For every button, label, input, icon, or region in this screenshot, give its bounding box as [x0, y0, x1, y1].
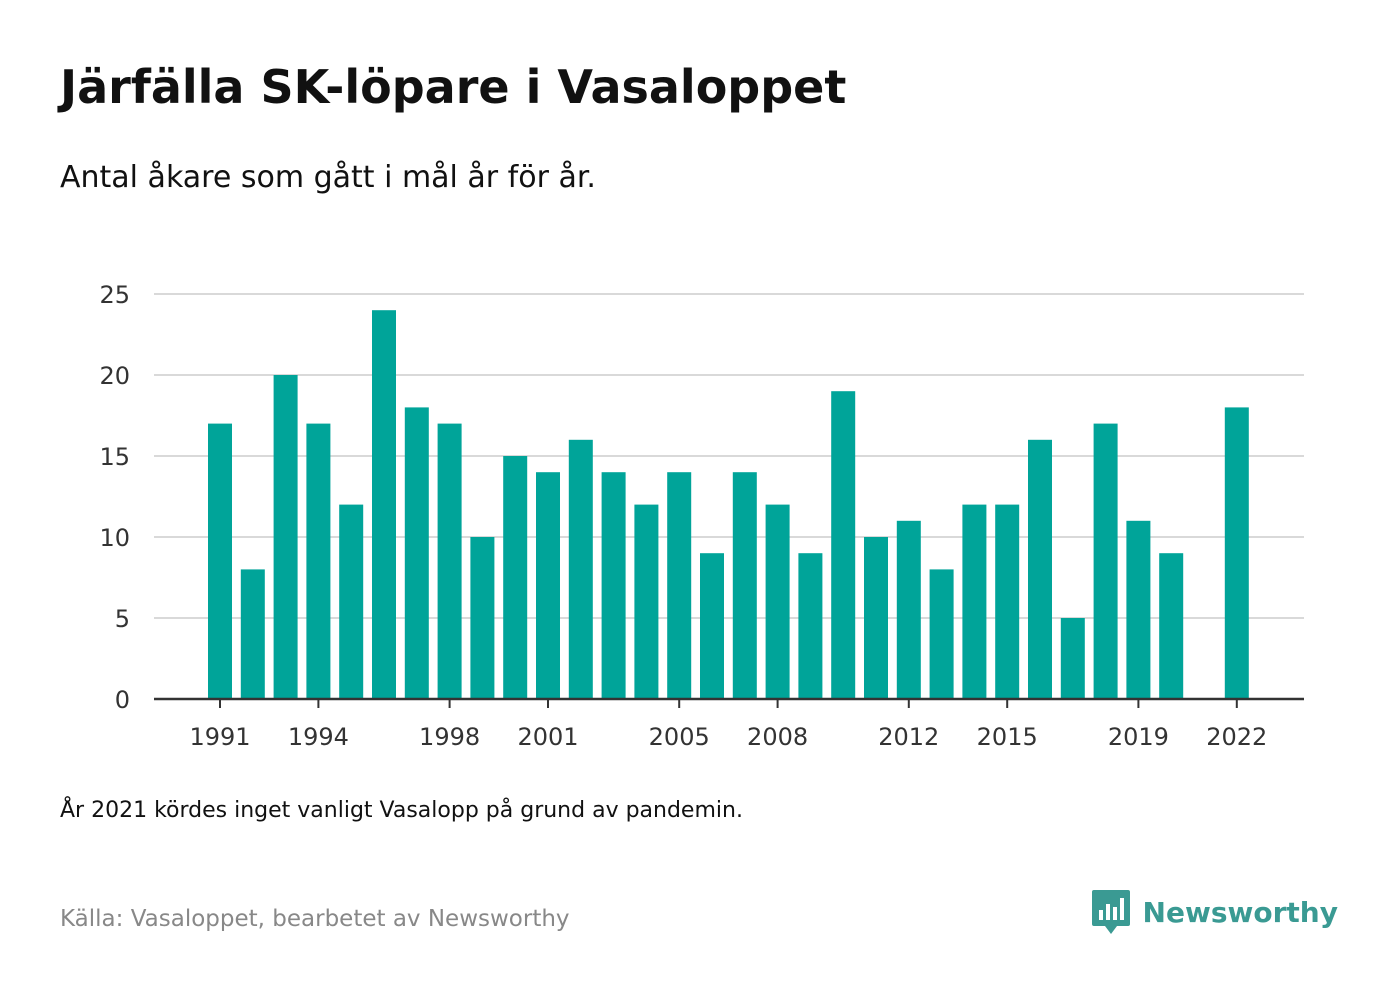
bar [503, 456, 528, 699]
x-tick-label: 2019 [1108, 723, 1169, 751]
bar [601, 472, 626, 699]
bar [208, 423, 232, 699]
bar [1093, 423, 1118, 699]
x-tick-label: 2005 [649, 723, 710, 751]
bar [339, 504, 364, 699]
bar [306, 423, 331, 699]
x-tick-label: 2012 [878, 723, 939, 751]
x-tick-label: 2022 [1206, 723, 1267, 751]
y-tick-label: 25 [99, 281, 130, 309]
bar [732, 472, 757, 699]
chart-note: År 2021 kördes inget vanligt Vasalopp på… [60, 798, 743, 823]
source-text: Källa: Vasaloppet, bearbetet av Newswort… [60, 906, 570, 932]
bar [437, 423, 462, 699]
y-tick-label: 5 [115, 605, 130, 633]
bars [208, 310, 1249, 699]
bar [667, 472, 692, 699]
y-tick-label: 15 [99, 443, 130, 471]
x-tick-label: 2008 [747, 723, 808, 751]
x-tick-label: 1991 [189, 723, 250, 751]
y-tick-label: 20 [99, 362, 130, 390]
bar-chart: 0 5 10 15 20 25 1991 1994 1998 2001 2005 2008 2012 2… [99, 281, 1304, 751]
brand-name: Newsworthy [1142, 895, 1338, 929]
bar [765, 504, 790, 699]
chart-title: Järfälla SK-löpare i Vasaloppet [60, 60, 847, 114]
bar [240, 569, 265, 699]
newsworthy-logo-icon [1091, 890, 1130, 934]
bar [568, 439, 593, 699]
y-tick-label: 0 [115, 686, 130, 714]
bar [1224, 407, 1249, 699]
bar [864, 537, 888, 699]
bar [404, 407, 429, 699]
brand-logo: Newsworthy [1091, 888, 1338, 936]
bar [831, 391, 856, 699]
bar [995, 504, 1020, 699]
bar [273, 375, 298, 699]
bar [700, 553, 724, 699]
x-tick-label: 1994 [288, 723, 349, 751]
bar [372, 310, 396, 699]
bar [1060, 618, 1085, 699]
chart-subtitle: Antal åkare som gått i mål år för år. [60, 160, 596, 195]
bar [1159, 553, 1184, 699]
bar [470, 537, 495, 699]
bar [536, 472, 560, 699]
bar [634, 504, 659, 699]
x-tick-label: 1998 [419, 723, 480, 751]
bar [962, 504, 987, 699]
x-tick-label: 2015 [977, 723, 1038, 751]
bar [896, 520, 921, 699]
bar [929, 569, 954, 699]
y-tick-label: 10 [99, 524, 130, 552]
bar [1126, 520, 1151, 699]
x-tick-label: 2001 [517, 723, 578, 751]
bar [798, 553, 823, 699]
y-axis-ticks: 0 5 10 15 20 25 [99, 281, 130, 714]
x-axis-ticks: 1991 1994 1998 2001 2005 2008 2012 2015 2019 2022 [189, 699, 1267, 751]
bar [1028, 439, 1052, 699]
